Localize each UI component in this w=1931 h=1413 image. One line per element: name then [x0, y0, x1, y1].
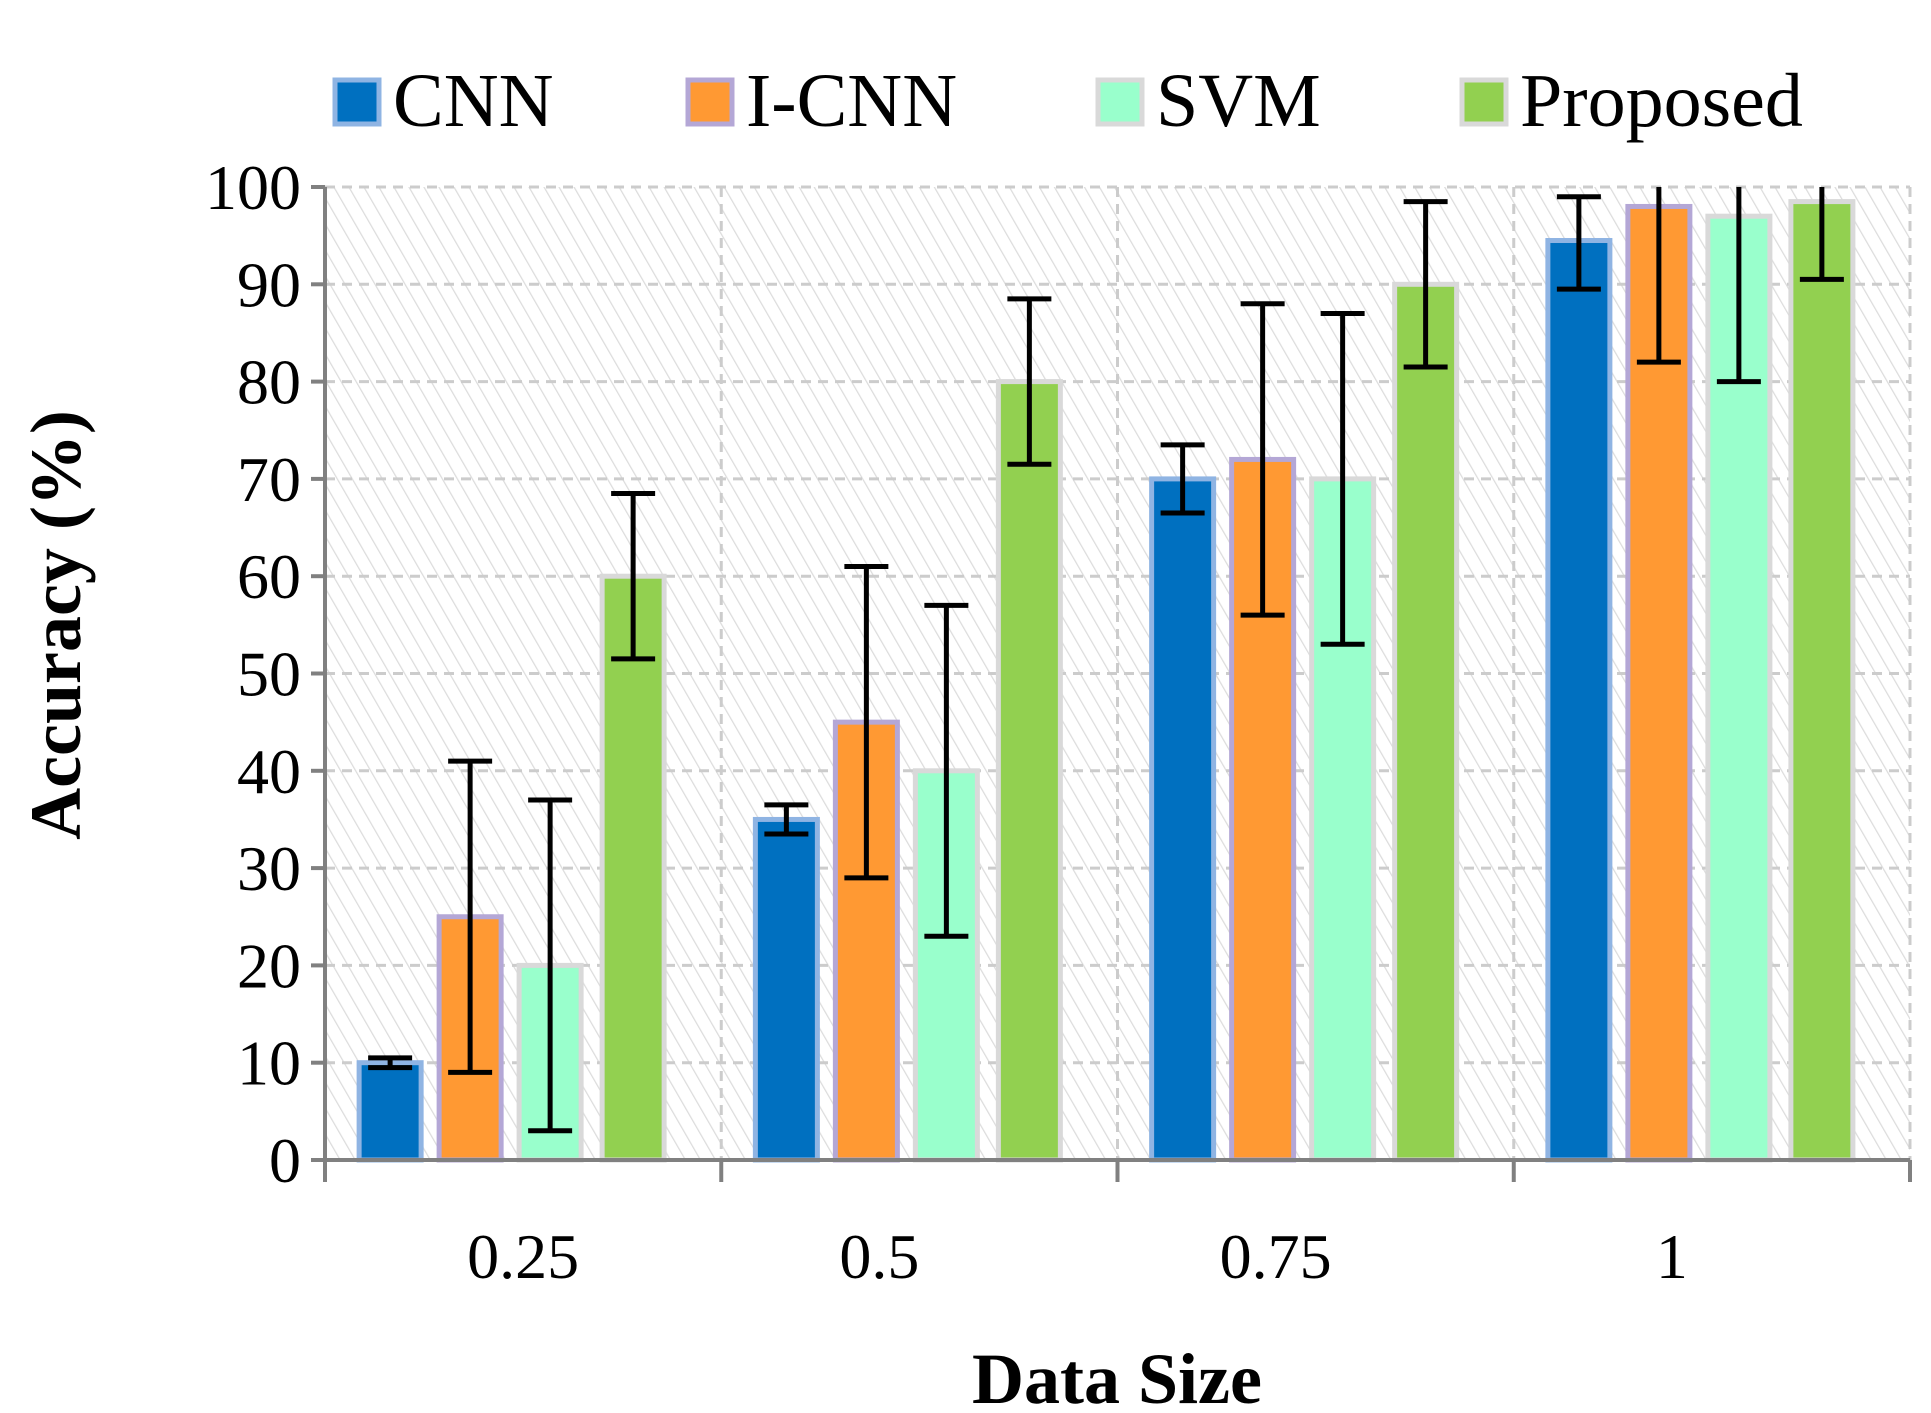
- legend-swatch-proposed: [1459, 77, 1509, 127]
- axes: 0 10 20 30 40 50 60 70 80 90 100 0.25 0.5 0.75 1: [205, 152, 1912, 1292]
- bar-cnn-0.5: [752, 816, 820, 1163]
- y-tick-label: 10: [237, 1028, 301, 1099]
- legend-swatch-cnn: [332, 77, 382, 127]
- x-tick-label: 1: [1656, 1221, 1688, 1292]
- x-axis-title: Data Size: [972, 1339, 1262, 1413]
- gridlines: [325, 185, 1912, 1160]
- bar-cnn-0.75: [1149, 476, 1217, 1163]
- bar-cnn-1: [1545, 238, 1613, 1163]
- bar-proposed-0.25: [599, 573, 667, 1163]
- x-tick-label: 0.5: [839, 1221, 919, 1292]
- bars: [356, 199, 1856, 1163]
- y-axis-title: Accuracy (%): [16, 410, 96, 840]
- y-tick-label: 30: [237, 833, 301, 904]
- y-tick-label: 40: [237, 736, 301, 807]
- bar-i-cnn-1: [1625, 203, 1693, 1163]
- legend-swatch-i-cnn: [685, 77, 735, 127]
- bar-proposed-1: [1788, 199, 1856, 1163]
- bar-proposed-0.75: [1392, 281, 1460, 1163]
- x-tick-label: 0.75: [1220, 1221, 1332, 1292]
- y-tick-label: 80: [237, 347, 301, 418]
- legend: CNN I-CNN SVM Proposed: [332, 59, 1803, 143]
- legend-swatch-svm: [1095, 77, 1145, 127]
- legend-label-i-cnn: I-CNN: [746, 59, 957, 143]
- bar-cnn-0.25: [356, 1060, 424, 1163]
- legend-label-svm: SVM: [1156, 59, 1321, 143]
- x-tick-label: 0.25: [467, 1221, 579, 1292]
- y-tick-label: 100: [205, 152, 301, 223]
- y-tick-label: 70: [237, 444, 301, 515]
- bar-proposed-0.5: [995, 379, 1063, 1163]
- y-tick-label: 90: [237, 249, 301, 320]
- error-bars: [368, 187, 1844, 1134]
- y-tick-label: 60: [237, 541, 301, 612]
- y-tick-label: 50: [237, 639, 301, 710]
- y-tick-label: 20: [237, 930, 301, 1001]
- legend-label-proposed: Proposed: [1520, 59, 1803, 143]
- legend-label-cnn: CNN: [393, 59, 553, 143]
- y-tick-label: 0: [269, 1125, 301, 1196]
